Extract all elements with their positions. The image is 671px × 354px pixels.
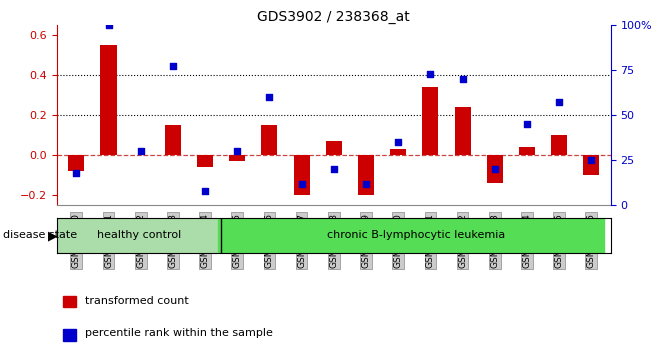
Point	[457, 76, 468, 82]
Point	[103, 22, 114, 28]
Bar	[519, 147, 535, 155]
Point	[393, 139, 403, 145]
Point	[329, 166, 339, 172]
Bar	[57, 218, 218, 253]
Bar	[68, 155, 85, 171]
Text: ▶: ▶	[48, 229, 58, 242]
Text: healthy control: healthy control	[97, 230, 181, 240]
Point	[136, 148, 146, 154]
Bar	[229, 155, 246, 161]
Point	[360, 181, 371, 187]
Point	[554, 99, 564, 105]
Point	[232, 148, 243, 154]
Bar	[262, 125, 278, 155]
Text: percentile rank within the sample: percentile rank within the sample	[85, 328, 272, 338]
Title: GDS3902 / 238368_at: GDS3902 / 238368_at	[258, 10, 410, 24]
Point	[71, 170, 82, 176]
Point	[200, 188, 211, 194]
Point	[586, 157, 597, 163]
Bar	[486, 155, 503, 183]
Bar	[62, 329, 76, 341]
Bar	[197, 155, 213, 167]
Bar	[551, 135, 567, 155]
Bar	[62, 296, 76, 307]
Point	[168, 63, 178, 69]
Text: transformed count: transformed count	[85, 296, 189, 306]
Bar	[422, 87, 438, 155]
Bar	[390, 149, 406, 155]
Point	[297, 181, 307, 187]
Bar	[101, 45, 117, 155]
Bar	[454, 107, 470, 155]
Point	[425, 71, 435, 76]
Bar	[583, 155, 599, 175]
Bar	[294, 155, 310, 195]
Text: chronic B-lymphocytic leukemia: chronic B-lymphocytic leukemia	[327, 230, 505, 240]
Bar	[218, 218, 604, 253]
Bar	[326, 141, 342, 155]
Text: disease state: disease state	[3, 230, 77, 240]
Point	[521, 121, 532, 127]
Point	[489, 166, 500, 172]
Bar	[165, 125, 181, 155]
Point	[264, 94, 275, 100]
Bar	[358, 155, 374, 195]
